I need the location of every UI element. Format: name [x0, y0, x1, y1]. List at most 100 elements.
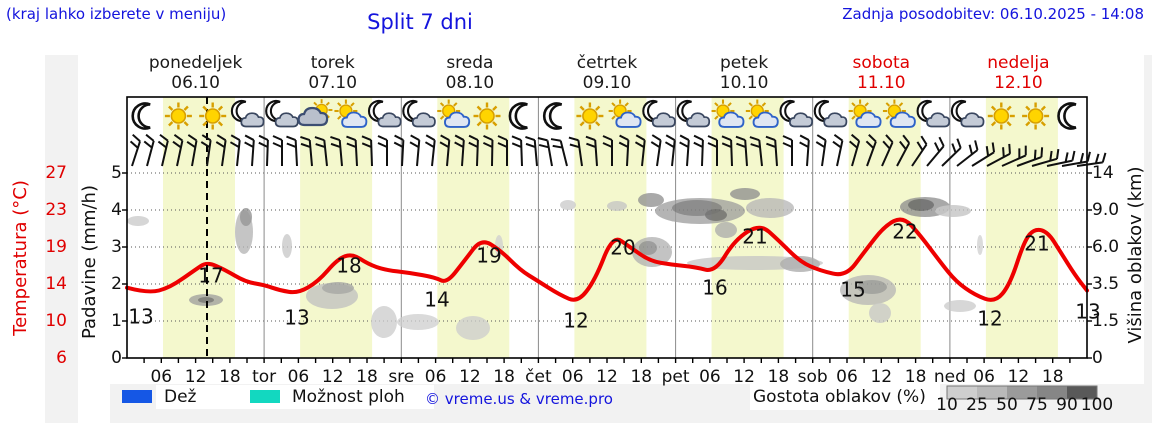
- wind-barb: [1061, 151, 1091, 167]
- precip-axis-tick-label: 2: [111, 274, 122, 294]
- weather-icon-moon: [131, 102, 151, 130]
- x-axis-label: 12: [459, 367, 481, 387]
- wind-barb: [1076, 152, 1107, 167]
- cloud-density-scale-label: 75: [1026, 395, 1048, 415]
- x-axis-label: sre: [388, 367, 414, 387]
- x-axis-label: 12: [733, 367, 755, 387]
- wind-barb: [482, 134, 494, 167]
- wind-barb: [881, 134, 894, 167]
- x-axis-label: 18: [905, 367, 927, 387]
- weather-icon-sun: [164, 102, 192, 130]
- weather-icon-moon-cloud: [265, 100, 299, 128]
- weather-icon-sun-cloud: [437, 99, 471, 128]
- day-name: četrtek: [577, 53, 638, 73]
- x-axis-label: 18: [1042, 367, 1064, 387]
- wind-barb: [693, 134, 704, 167]
- wind-barb: [157, 133, 169, 167]
- wind-barb: [511, 135, 523, 167]
- temperature-value-label: 21: [742, 225, 767, 249]
- wind-barb: [229, 134, 241, 167]
- day-date: 08.10: [446, 73, 495, 93]
- weather-icon-moon-cloud: [368, 100, 402, 128]
- x-axis-label: 12: [322, 367, 344, 387]
- wind-barb: [409, 134, 421, 167]
- temperature-value-label: 19: [476, 244, 501, 268]
- weather-icon-moon-cloud: [916, 100, 951, 128]
- day-date: 10.10: [720, 73, 769, 93]
- showers-label-backplate: [286, 385, 434, 409]
- daylight-band: [300, 97, 373, 358]
- cloud-axis-tick-label: 14: [1092, 163, 1114, 183]
- wind-barb: [172, 133, 184, 167]
- wind-barbs-row: [129, 133, 1107, 167]
- day-name: petek: [720, 53, 768, 73]
- weather-icon-sun-cloud: [848, 99, 882, 128]
- wind-barb: [782, 135, 793, 166]
- temperature-value-label: 21: [1024, 232, 1049, 256]
- weather-icon-moon-cloud: [950, 100, 985, 128]
- wind-barb: [439, 134, 451, 167]
- wind-barb: [468, 134, 479, 167]
- x-axis-label: 18: [630, 367, 652, 387]
- menu-hint-text: (kraj lahko izberete v meniju): [6, 5, 227, 23]
- page-title: Split 7 dni: [367, 10, 473, 34]
- wind-barb: [1046, 150, 1076, 167]
- wind-barb: [200, 134, 212, 167]
- wind-barb: [272, 135, 283, 166]
- x-axis-label: 06: [699, 367, 721, 387]
- x-axis-label: čet: [525, 367, 552, 387]
- wind-barb: [129, 133, 141, 167]
- x-axis-label: ned: [934, 367, 966, 387]
- cloud-density-scale-label: 90: [1056, 395, 1078, 415]
- temperature-value-label: 18: [336, 254, 361, 278]
- temperature-axis-tick-label: 6: [56, 348, 67, 368]
- day-name: nedelja: [987, 53, 1049, 73]
- temperature-axis-tick-label: 10: [45, 311, 67, 331]
- x-axis-label: 18: [768, 367, 790, 387]
- wind-barb: [618, 134, 630, 167]
- x-axis-label: 06: [836, 367, 858, 387]
- copyright-link[interactable]: © vreme.us & vreme.pro: [425, 390, 613, 408]
- day-date: 12.10: [994, 73, 1043, 93]
- weather-icon-sun-cloud: [745, 99, 779, 128]
- weather-icon-sun: [576, 102, 604, 130]
- cloud-axis-tick-label: 6.0: [1092, 237, 1119, 257]
- wind-barb: [602, 135, 613, 166]
- wind-barb: [286, 135, 298, 167]
- x-axis-label: 12: [596, 367, 618, 387]
- wind-barb: [258, 134, 269, 167]
- precip-axis-tick-label: 3: [111, 237, 122, 257]
- temperature-axis-tick-label: 27: [45, 163, 67, 183]
- day-name: sobota: [853, 53, 911, 73]
- weather-icon-sun: [987, 102, 1015, 130]
- wind-barb: [215, 134, 227, 167]
- x-axis-label: 18: [356, 367, 378, 387]
- weather-icon-sun: [1022, 102, 1050, 130]
- cloud-density-label-backplate: [750, 383, 940, 410]
- weather-icon-moon-cloud: [230, 100, 265, 128]
- weather-icon-moon-cloud: [813, 100, 848, 128]
- wind-barb: [497, 135, 508, 166]
- cloud-density-legend-label: Gostota oblakov (%): [753, 387, 926, 407]
- cloud-axis-tick-label: 0: [1092, 348, 1103, 368]
- temperature-axis-tick-label: 19: [45, 237, 67, 257]
- wind-barb: [393, 134, 405, 167]
- x-axis-label: 06: [425, 367, 447, 387]
- wind-barb: [300, 135, 313, 167]
- weather-icon-moon-cloud: [676, 100, 711, 128]
- wind-barb: [585, 135, 598, 167]
- weather-icon-moon-cloud: [402, 100, 436, 128]
- wind-barb: [454, 134, 465, 167]
- wind-barb: [550, 138, 568, 167]
- temperature-value-label: 17: [198, 264, 223, 288]
- cloud-axis-tick-label: 9.0: [1092, 200, 1119, 220]
- temperature-value-label: 13: [1075, 300, 1100, 324]
- x-axis-label: 06: [562, 367, 584, 387]
- weather-icon-sun: [473, 102, 501, 130]
- rain-legend-swatch: [122, 390, 152, 403]
- cloud-axis-tick-label: 1.5: [1092, 311, 1119, 331]
